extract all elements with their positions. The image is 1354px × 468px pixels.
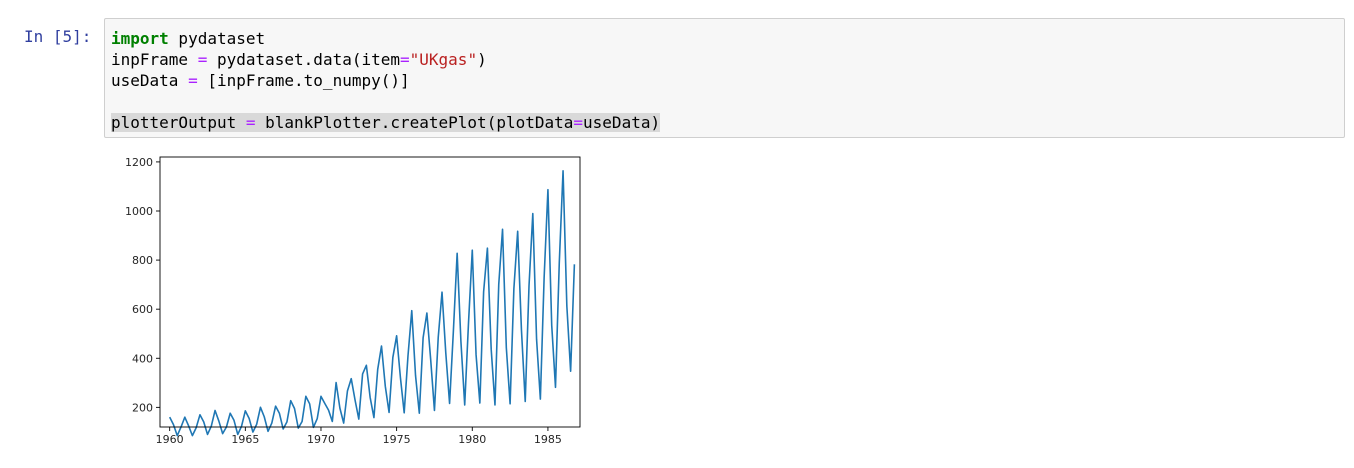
line-chart: 1960 1965 1970 1975 1980 1985 200 400 600 800 1000… bbox=[125, 156, 581, 446]
code-cell-input[interactable]: import pydataset inpFrame = pydataset.dat… bbox=[104, 18, 1345, 138]
operator-token: = bbox=[197, 50, 208, 69]
code-token: useData bbox=[111, 71, 189, 90]
x-tick-label: 1965 bbox=[231, 433, 259, 446]
code-line-5: plotterOutput = blankPlotter.createPlot(… bbox=[111, 112, 661, 133]
code-line-4 bbox=[111, 91, 660, 112]
code-token: inpFrame bbox=[111, 50, 198, 69]
keyword-import: import bbox=[111, 29, 169, 48]
plot-frame bbox=[159, 156, 581, 428]
code-editor[interactable]: import pydataset inpFrame = pydataset.dat… bbox=[111, 28, 661, 133]
cell-output: 1960 1965 1970 1975 1980 1985 200 400 600 800 1000… bbox=[104, 146, 604, 462]
code-token: blankPlotter.createPlot(plotData bbox=[255, 113, 574, 132]
code-line-3: useData = [inpFrame.to_numpy()] bbox=[111, 70, 660, 91]
y-tick-label: 600 bbox=[132, 303, 153, 316]
operator-token: = bbox=[400, 50, 410, 69]
code-token: plotterOutput bbox=[111, 113, 246, 132]
x-tick-label: 1980 bbox=[458, 433, 486, 446]
selected-code-line: plotterOutput = blankPlotter.createPlot(… bbox=[111, 113, 661, 132]
cell-prompt: In [5]: bbox=[24, 27, 92, 46]
code-token: ) bbox=[477, 50, 487, 69]
x-tick-label: 1985 bbox=[534, 433, 562, 446]
operator-token: = bbox=[188, 71, 198, 90]
x-tick-label: 1970 bbox=[307, 433, 335, 446]
y-tick-label: 200 bbox=[132, 401, 153, 414]
string-token: "UKgas" bbox=[409, 50, 478, 69]
code-line-2: inpFrame = pydataset.data(item="UKgas") bbox=[111, 49, 660, 70]
y-tick-label: 800 bbox=[132, 254, 153, 267]
code-line-1: import pydataset bbox=[111, 28, 660, 49]
y-tick-label: 1000 bbox=[125, 205, 153, 218]
y-tick-label: 1200 bbox=[125, 156, 153, 169]
operator-token: = bbox=[245, 113, 256, 132]
code-token: pydataset.data(item bbox=[207, 50, 400, 69]
x-tick-label: 1975 bbox=[383, 433, 411, 446]
series-line-0 bbox=[168, 169, 576, 437]
code-token: pydataset bbox=[168, 29, 266, 48]
code-token: useData) bbox=[583, 113, 661, 132]
operator-token: = bbox=[573, 113, 584, 132]
y-tick-label: 400 bbox=[132, 352, 153, 365]
code-token: [inpFrame.to_numpy()] bbox=[197, 71, 410, 90]
x-tick-label: 1960 bbox=[156, 433, 184, 446]
